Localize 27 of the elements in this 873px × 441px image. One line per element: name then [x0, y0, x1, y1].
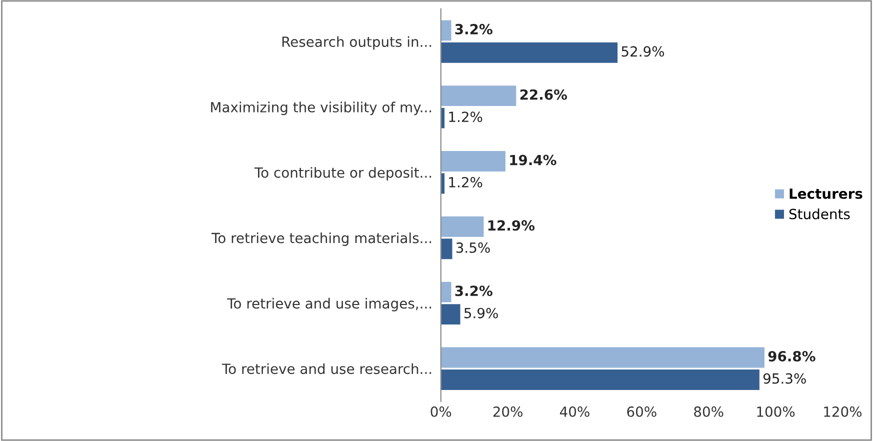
y-tick-label: To retrieve teaching materials...: [211, 232, 432, 246]
x-tick-label: 120%: [824, 406, 862, 417]
x-tick-label: 80%: [694, 406, 724, 417]
y-tick-label: Research outputs in...: [282, 36, 432, 50]
x-tick-label: 40%: [560, 406, 590, 417]
data-label: 1.2%: [449, 112, 482, 122]
data-label: 3.5%: [456, 242, 490, 253]
data-label: 1.2%: [449, 177, 482, 188]
y-tick-label: Maximizing the visibility of my...: [211, 102, 432, 116]
data-label: 22.6%: [520, 89, 568, 100]
data-label: 19.4%: [510, 154, 556, 166]
data-label: 3.2%: [455, 24, 492, 34]
data-label: 5.9%: [464, 308, 498, 318]
legend-label: Lecturers: [790, 188, 862, 199]
y-tick-label: To retrieve and use images,...: [227, 298, 432, 312]
x-tick-label: 60%: [627, 406, 656, 417]
data-label: 52.9%: [622, 46, 664, 57]
data-label: 3.2%: [455, 286, 492, 296]
x-tick-label: 20%: [493, 406, 522, 417]
y-tick-label: To contribute or deposit...: [254, 167, 432, 181]
x-tick-label: 0%: [430, 406, 452, 417]
data-label: 12.9%: [488, 220, 535, 231]
x-tick-label: 100%: [757, 406, 795, 417]
y-tick-label: To retrieve and use research...: [222, 363, 432, 374]
data-label: 95.3%: [763, 373, 806, 384]
data-label: 96.8%: [768, 351, 816, 362]
legend-label: Students: [789, 208, 850, 220]
